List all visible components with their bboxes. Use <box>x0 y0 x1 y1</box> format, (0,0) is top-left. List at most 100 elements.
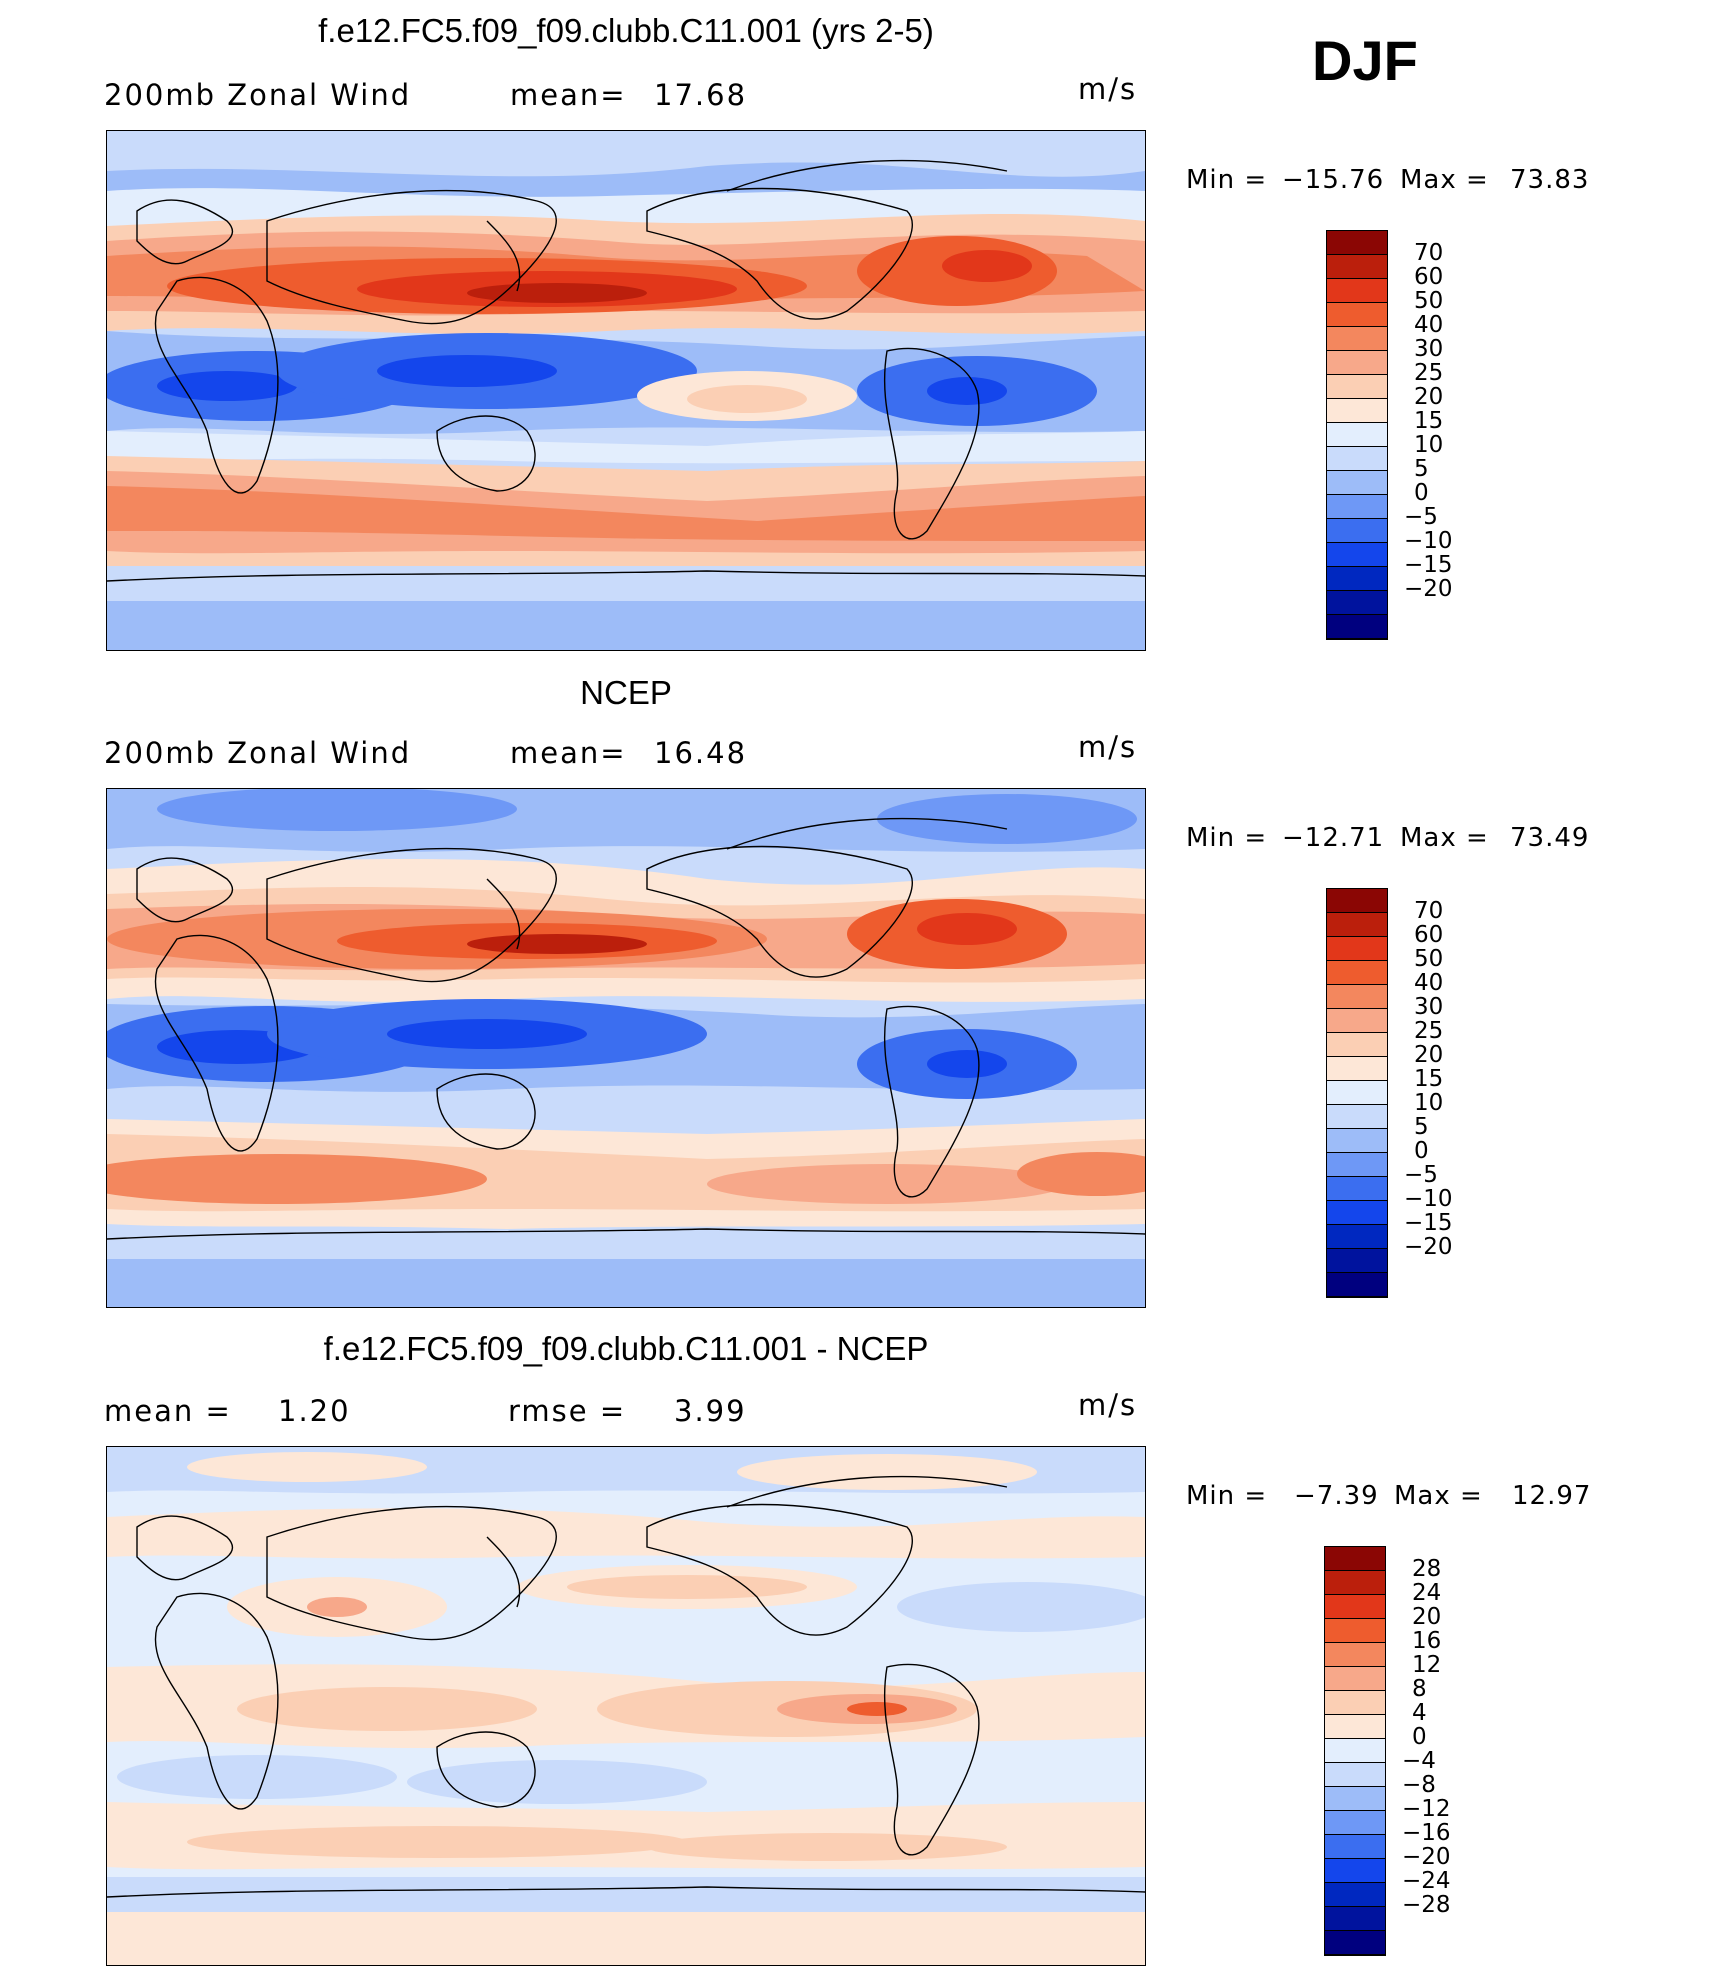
colorbar-tick-label: 50 <box>1414 288 1444 314</box>
colorbar-swatch <box>1327 1177 1387 1201</box>
colorbar-tick-label: 25 <box>1414 360 1444 386</box>
colorbar-tick-label: 60 <box>1414 264 1444 290</box>
colorbar-swatch <box>1325 1883 1385 1907</box>
colorbar-swatch <box>1325 1907 1385 1931</box>
colorbar-swatch <box>1327 1249 1387 1273</box>
panel-3-mean-label: mean = <box>104 1394 232 1428</box>
colorbar-swatch <box>1325 1835 1385 1859</box>
colorbar-tick-label: −15 <box>1404 1210 1453 1236</box>
colorbar-swatch <box>1327 961 1387 985</box>
panel-1-mean-label: mean= <box>510 78 627 112</box>
colorbar-swatch <box>1327 1129 1387 1153</box>
colorbar-swatch <box>1327 351 1387 375</box>
panel-3-min-value: −7.39 <box>1294 1481 1379 1511</box>
colorbar-tick-label: 70 <box>1414 240 1444 266</box>
colorbar-swatch <box>1327 423 1387 447</box>
colorbar-swatch <box>1325 1619 1385 1643</box>
colorbar-swatch <box>1327 1033 1387 1057</box>
colorbar-swatch <box>1327 1201 1387 1225</box>
colorbar-swatch <box>1327 1225 1387 1249</box>
colorbar-tick-label: 30 <box>1414 994 1444 1020</box>
colorbar-swatch <box>1325 1667 1385 1691</box>
colorbar-tick-label: −10 <box>1404 1186 1453 1212</box>
colorbar-swatch <box>1327 279 1387 303</box>
colorbar-tick-label: 16 <box>1412 1628 1442 1654</box>
colorbar-swatch <box>1327 519 1387 543</box>
colorbar-tick-label: 20 <box>1412 1604 1442 1630</box>
colorbar-tick-label: −8 <box>1402 1772 1436 1798</box>
colorbar-swatch <box>1327 913 1387 937</box>
panel-1-min-label: Min = <box>1186 165 1268 195</box>
colorbar-swatch <box>1327 1009 1387 1033</box>
colorbar-tick-label: −15 <box>1404 552 1453 578</box>
colorbar-tick-label: 5 <box>1414 1114 1429 1140</box>
colorbar-swatch <box>1327 1081 1387 1105</box>
colorbar-tick-label: 0 <box>1414 480 1429 506</box>
panel-2-max-value: 73.49 <box>1510 823 1590 853</box>
colorbar-tick-label: 40 <box>1414 970 1444 996</box>
colorbar-box <box>1324 1546 1386 1956</box>
colorbar-swatch <box>1327 447 1387 471</box>
colorbar-tick-label: 5 <box>1414 456 1429 482</box>
panel-1-min-value: −15.76 <box>1282 165 1385 195</box>
panel-3-max-value: 12.97 <box>1512 1481 1592 1511</box>
panel-3-max-label: Max = <box>1394 1481 1483 1511</box>
colorbar-swatch <box>1325 1763 1385 1787</box>
panel-3-colorbar: 28 24 20 16 12 8 4 0 −4 −8 −12 −16 −20 −24 −28 <box>1324 1546 1451 1956</box>
colorbar-tick-label: 15 <box>1414 1066 1444 1092</box>
colorbar-tick-label: −5 <box>1404 1162 1438 1188</box>
colorbar-tick-label: 15 <box>1414 408 1444 434</box>
colorbar-swatch <box>1327 327 1387 351</box>
colorbar-swatch <box>1325 1691 1385 1715</box>
colorbar-tick-label: 28 <box>1412 1556 1442 1582</box>
panel-3-mean-value: 1.20 <box>278 1394 351 1428</box>
panel-2-min-label: Min = <box>1186 823 1268 853</box>
panel-2-mean-label: mean= <box>510 736 627 770</box>
colorbar-tick-label: −5 <box>1404 504 1438 530</box>
panel-2-units: m/s <box>1078 730 1138 764</box>
colorbar-swatch <box>1325 1811 1385 1835</box>
colorbar-swatch <box>1325 1595 1385 1619</box>
colorbar-swatch <box>1327 495 1387 519</box>
colorbar-tick-label: 10 <box>1414 432 1444 458</box>
panel-2-colorbar: 70 60 50 40 30 25 20 15 10 5 0 −5 −10 −15 −20 <box>1326 888 1453 1298</box>
colorbar-tick-label: 20 <box>1414 1042 1444 1068</box>
panel-3-rmse-value: 3.99 <box>674 1394 747 1428</box>
colorbar-tick-label: 20 <box>1414 384 1444 410</box>
colorbar-tick-label: 12 <box>1412 1652 1442 1678</box>
colorbar-swatch <box>1327 567 1387 591</box>
colorbar-tick-label: 0 <box>1412 1724 1427 1750</box>
panel-1-max-label: Max = <box>1400 165 1489 195</box>
colorbar-tick-label: 40 <box>1414 312 1444 338</box>
colorbar-swatch <box>1327 1057 1387 1081</box>
colorbar-swatch <box>1327 1105 1387 1129</box>
colorbar-swatch <box>1327 375 1387 399</box>
colorbar-swatch <box>1327 889 1387 913</box>
colorbar-swatch <box>1325 1571 1385 1595</box>
colorbar-swatch <box>1325 1931 1385 1955</box>
colorbar-tick-label: 25 <box>1414 1018 1444 1044</box>
panel-1-mean-value: 17.68 <box>654 78 748 112</box>
panel-2-mean-value: 16.48 <box>654 736 748 770</box>
panel-2-min-value: −12.71 <box>1282 823 1385 853</box>
panel-3-contour-plot <box>107 1447 1145 1965</box>
colorbar-swatch <box>1327 543 1387 567</box>
colorbar-swatch <box>1327 231 1387 255</box>
colorbar-swatch <box>1327 471 1387 495</box>
panel-2-variable-label: 200mb Zonal Wind <box>104 736 412 770</box>
colorbar-tick-label: −4 <box>1402 1748 1436 1774</box>
colorbar-swatch <box>1325 1547 1385 1571</box>
panel-2-map <box>106 788 1146 1308</box>
panel-1-contour-plot <box>107 131 1145 650</box>
colorbar-swatch <box>1325 1859 1385 1883</box>
panel-2-contour-plot <box>107 789 1145 1307</box>
colorbar-box <box>1326 888 1388 1298</box>
panel-1-variable-label: 200mb Zonal Wind <box>104 78 412 112</box>
panel-1-map <box>106 130 1146 651</box>
colorbar-tick-label: 8 <box>1412 1676 1427 1702</box>
colorbar-swatch <box>1327 399 1387 423</box>
colorbar-swatch <box>1327 1273 1387 1297</box>
colorbar-swatch <box>1327 303 1387 327</box>
colorbar-tick-label: 4 <box>1412 1700 1427 1726</box>
colorbar-tick-label: 24 <box>1412 1580 1442 1606</box>
